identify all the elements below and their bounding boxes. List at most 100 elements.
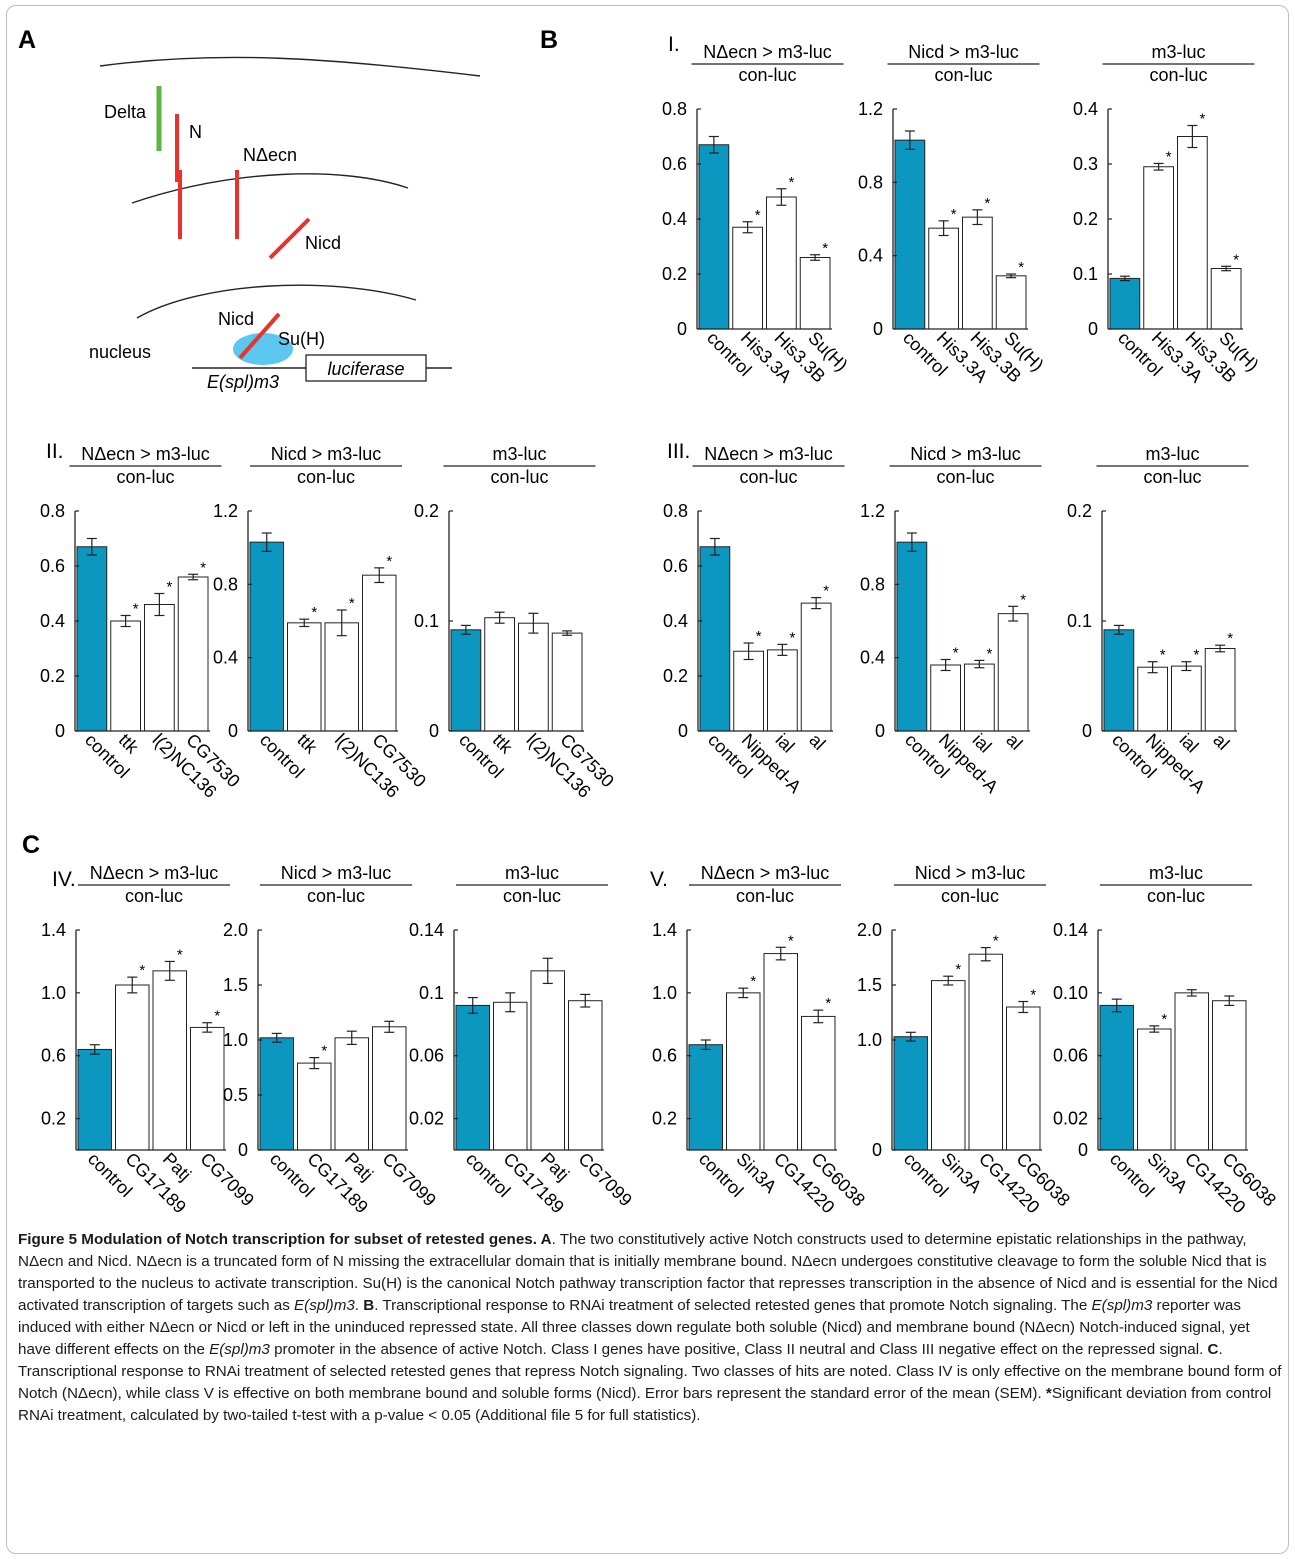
membrane-bottom-line bbox=[131, 173, 409, 204]
bar-control bbox=[76, 546, 108, 732]
y-tick-label: 0 bbox=[1082, 721, 1092, 741]
bar-control bbox=[699, 546, 731, 732]
bar-su-h- bbox=[1210, 268, 1242, 330]
chart-title: NΔecn > m3-luc bbox=[704, 444, 833, 464]
chart-title: m3-luc bbox=[505, 863, 559, 883]
y-tick-label: 0.8 bbox=[213, 574, 238, 594]
y-tick-label: 1.2 bbox=[860, 501, 885, 521]
bar-cg7530 bbox=[551, 632, 583, 732]
y-tick-label: 0.4 bbox=[1073, 99, 1098, 119]
promoter-label: E(spl)m3 bbox=[207, 372, 279, 392]
y-tick-label: 1.2 bbox=[213, 501, 238, 521]
significance-star: * bbox=[139, 962, 145, 979]
necn-label: NΔecn bbox=[243, 145, 297, 165]
significance-star: * bbox=[1018, 259, 1024, 276]
bar-patj bbox=[334, 1037, 369, 1151]
bar-ttk bbox=[287, 622, 322, 732]
bar-cg7530 bbox=[177, 576, 209, 732]
bar-control bbox=[455, 1004, 490, 1151]
bar-control bbox=[249, 541, 284, 732]
y-tick-label: 0.6 bbox=[663, 556, 688, 576]
significance-star: * bbox=[756, 628, 762, 645]
y-tick-label: 0.2 bbox=[663, 666, 688, 686]
bar-ial bbox=[767, 649, 798, 732]
chart-subtitle: con-luc bbox=[297, 467, 355, 487]
caption-a-label: A bbox=[540, 1231, 552, 1248]
chart-subtitle: con-luc bbox=[1149, 65, 1207, 85]
bar-his3-3b bbox=[1177, 136, 1208, 330]
y-tick-label: 0 bbox=[429, 721, 439, 741]
significance-star: * bbox=[1227, 630, 1233, 647]
caption-star: * bbox=[1045, 1385, 1052, 1402]
bar-al bbox=[1204, 648, 1236, 732]
chart-title: m3-luc bbox=[1151, 42, 1205, 62]
significance-star: * bbox=[1161, 1011, 1167, 1028]
bar-his3-3a bbox=[1143, 166, 1174, 330]
significance-star: * bbox=[214, 1008, 220, 1025]
caption-b-text1: . Transcriptional response to RNAi treat… bbox=[374, 1297, 1092, 1314]
chart-title: m3-luc bbox=[492, 444, 546, 464]
y-tick-label: 0.1 bbox=[1067, 611, 1092, 631]
category-label: CG7099 bbox=[574, 1149, 636, 1211]
y-tick-label: 0.8 bbox=[663, 501, 688, 521]
bar-cg14220 bbox=[763, 953, 798, 1151]
significance-star: * bbox=[986, 645, 992, 662]
bar-his3-3b bbox=[962, 216, 993, 330]
bar-cg14220 bbox=[1174, 992, 1209, 1151]
bar-his3-3a bbox=[928, 227, 959, 330]
significance-star: * bbox=[789, 629, 795, 646]
y-tick-label: 0.4 bbox=[858, 246, 883, 266]
bar-sin3a bbox=[931, 980, 966, 1151]
bar-cg7099 bbox=[568, 1000, 603, 1151]
reporter-label: luciferase bbox=[327, 359, 404, 379]
y-tick-label: 0.8 bbox=[860, 574, 885, 594]
caption-b-text3: promoter in the absence of active Notch.… bbox=[269, 1341, 1208, 1358]
bar-control bbox=[77, 1048, 112, 1151]
luciferase-box bbox=[305, 354, 427, 382]
chart-title: Nicd > m3-luc bbox=[910, 444, 1021, 464]
bar-sin3a bbox=[1137, 1028, 1172, 1151]
bar-control bbox=[1099, 1004, 1134, 1151]
bar-l-2-nc136 bbox=[144, 604, 175, 732]
y-tick-label: 0.02 bbox=[1053, 1109, 1088, 1129]
y-tick-label: 0.2 bbox=[1073, 209, 1098, 229]
caption-b-text2: reporter was induced with either NΔecn o… bbox=[18, 1297, 1250, 1358]
y-tick-label: 0.2 bbox=[41, 1109, 66, 1129]
chart-title: NΔecn > m3-luc bbox=[703, 42, 832, 62]
y-tick-label: 0.5 bbox=[223, 1085, 248, 1105]
significance-star: * bbox=[823, 583, 829, 600]
y-tick-label: 0 bbox=[1088, 319, 1098, 339]
y-tick-label: 0 bbox=[677, 319, 687, 339]
y-tick-label: 0.1 bbox=[414, 611, 439, 631]
y-tick-label: 0.1 bbox=[1073, 264, 1098, 284]
bar-cg17189 bbox=[115, 984, 150, 1151]
significance-star: * bbox=[1233, 251, 1239, 268]
y-tick-label: 0 bbox=[873, 319, 883, 339]
y-tick-label: 0.6 bbox=[662, 154, 687, 174]
figure-frame bbox=[6, 5, 1289, 1554]
y-tick-label: 0.02 bbox=[409, 1109, 444, 1129]
chart-subtitle: con-luc bbox=[738, 65, 796, 85]
bar-ttk bbox=[484, 617, 515, 732]
significance-star: * bbox=[166, 579, 172, 596]
notch-diagram: Delta N NΔecn Nicd Nicd Su(H) nucleus E(… bbox=[89, 56, 481, 392]
bar-control bbox=[1109, 277, 1141, 330]
chart-subtitle: con-luc bbox=[936, 467, 994, 487]
chart-title: Nicd > m3-luc bbox=[271, 444, 382, 464]
significance-star: * bbox=[955, 961, 961, 978]
chart-subtitle: con-luc bbox=[1143, 467, 1201, 487]
bar-cg7099 bbox=[372, 1026, 407, 1151]
y-tick-label: 0 bbox=[55, 721, 65, 741]
significance-star: * bbox=[993, 933, 999, 950]
significance-star: * bbox=[788, 932, 794, 949]
significance-star: * bbox=[1020, 591, 1026, 608]
significance-star: * bbox=[1193, 647, 1199, 664]
chart-title: m3-luc bbox=[1149, 863, 1203, 883]
bar-patj bbox=[152, 970, 187, 1151]
bar-cg6038 bbox=[1006, 1006, 1041, 1151]
row-label-iv: IV. bbox=[52, 868, 76, 891]
chart-title: Nicd > m3-luc bbox=[281, 863, 392, 883]
caption-star-text: Significant deviation from control RNAi … bbox=[18, 1385, 1272, 1424]
y-tick-label: 0.14 bbox=[1053, 920, 1088, 940]
bar-l-2-nc136 bbox=[518, 622, 549, 732]
